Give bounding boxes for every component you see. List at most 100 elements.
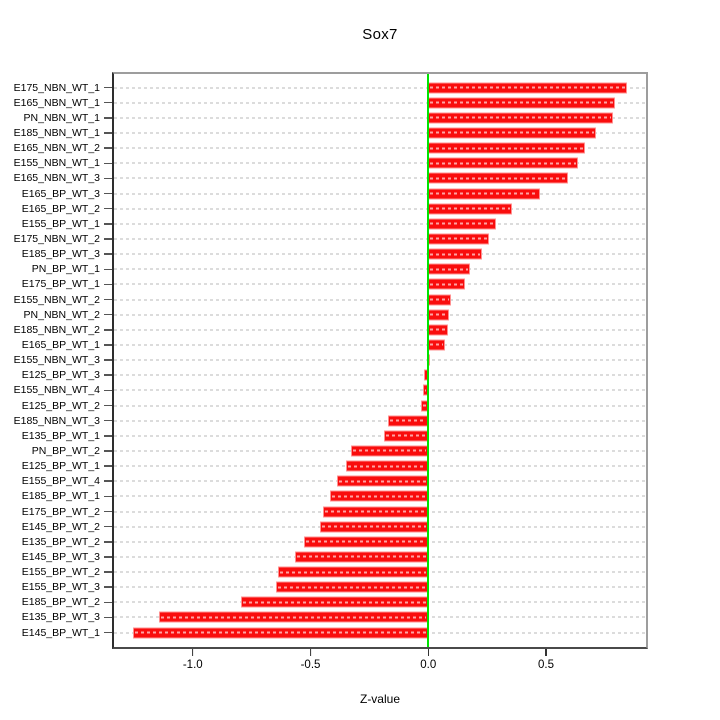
y-axis-label: E125_BP_WT_3 [21,369,100,382]
y-axis-label: E185_BP_WT_1 [21,490,100,503]
gridline [114,147,646,150]
y-axis-label: E175_BP_WT_2 [21,505,100,518]
bar-stripe-pattern [429,237,487,240]
bar [427,233,489,245]
y-tick-mark [104,268,112,270]
y-axis-label: E155_BP_WT_4 [21,475,100,488]
x-tick-mark [192,649,194,656]
x-tick-group: -1.0 [183,649,203,671]
chart-row [114,353,646,368]
bar [133,627,428,639]
chart-row [114,141,646,156]
y-label-row: E155_NBN_WT_1 [0,156,112,171]
bar-stripe-pattern [423,404,426,407]
y-axis-label: E165_NBN_WT_2 [13,142,100,155]
y-tick-mark [104,586,112,588]
chart-row [114,398,646,413]
y-label-row: E125_BP_WT_3 [0,368,112,383]
bar [427,278,466,290]
y-tick-mark [104,223,112,225]
bar-stripe-pattern [429,298,450,301]
bar [346,460,428,472]
bar-stripe-pattern [424,389,426,392]
y-tick-mark [104,132,112,134]
y-label-row: E155_BP_WT_3 [0,580,112,595]
bar [427,172,569,184]
y-tick-mark [104,86,112,89]
y-label-row: E165_BP_WT_1 [0,337,112,352]
gridline [114,207,646,210]
gridline [114,374,646,377]
y-label-row: E175_BP_WT_1 [0,277,112,292]
y-tick-mark [104,480,112,482]
y-axis-label: E135_BP_WT_2 [21,535,100,548]
y-label-row: E155_BP_WT_1 [0,216,112,231]
chart-row [114,489,646,504]
y-tick-mark [104,329,112,331]
chart-row [114,337,646,352]
bar [278,566,428,578]
chart-row [114,534,646,549]
x-axis: -1.0 -0.5 0.0 0.5 [112,649,648,679]
bar [427,188,541,200]
bar-stripe-pattern [348,465,426,468]
y-axis-label: E155_NBN_WT_2 [13,293,100,306]
bar-stripe-pattern [429,283,464,286]
bar-stripe-pattern [429,147,583,150]
bar-stripe-pattern [429,192,539,195]
bar [322,506,428,517]
gridline [114,328,646,331]
bar [383,430,428,442]
y-axis-label: E125_BP_WT_1 [21,460,100,473]
bar [427,203,513,215]
y-tick-mark [104,495,112,498]
y-label-row: E155_BP_WT_4 [0,474,112,489]
x-tick-group: 0.5 [538,649,554,671]
x-tick-label: 0.0 [420,659,437,671]
y-label-row: E165_NBN_WT_2 [0,141,112,156]
chart-row [114,322,646,337]
y-axis-label: E185_NBN_WT_2 [13,323,100,336]
gridline [114,389,646,392]
bar-stripe-pattern [280,571,426,574]
y-label-row: PN_NBN_WT_1 [0,110,112,125]
y-axis-label: PN_NBN_WT_2 [23,308,100,321]
y-label-row: E135_BP_WT_2 [0,534,112,549]
bar [427,263,470,275]
y-axis-label: PN_BP_WT_1 [31,263,100,276]
y-tick-mark [104,147,112,149]
y-axis-label: E175_NBN_WT_2 [13,232,100,245]
y-tick-mark [104,207,112,210]
y-label-row: PN_NBN_WT_2 [0,307,112,322]
bar [388,415,428,427]
bar [329,490,428,502]
bar [427,218,496,230]
gridline [114,101,646,104]
gridline [114,116,646,119]
chart-row [114,443,646,458]
bar-stripe-pattern [296,555,426,558]
y-tick-mark [104,192,112,195]
plot-area [112,72,648,649]
bar-stripe-pattern [429,162,576,165]
y-tick-mark [104,359,112,361]
gridline [114,162,646,165]
y-label-row: E125_BP_WT_2 [0,398,112,413]
gridline [114,131,646,134]
chart-row [114,231,646,246]
chart-row [114,459,646,474]
chart-row [114,110,646,125]
x-tick-group: 0.0 [420,649,436,671]
y-axis-label: E155_NBN_WT_1 [13,157,100,170]
chart-row [114,201,646,216]
chart-row [114,125,646,140]
y-tick-mark [104,616,112,619]
bar-stripe-pattern [429,116,611,119]
chart-title: Sox7 [362,26,398,43]
gridline [114,343,646,346]
y-axis-label: E165_BP_WT_3 [21,187,100,200]
bar-stripe-pattern [429,313,447,316]
y-label-row: E145_BP_WT_2 [0,519,112,534]
bar [427,324,448,336]
